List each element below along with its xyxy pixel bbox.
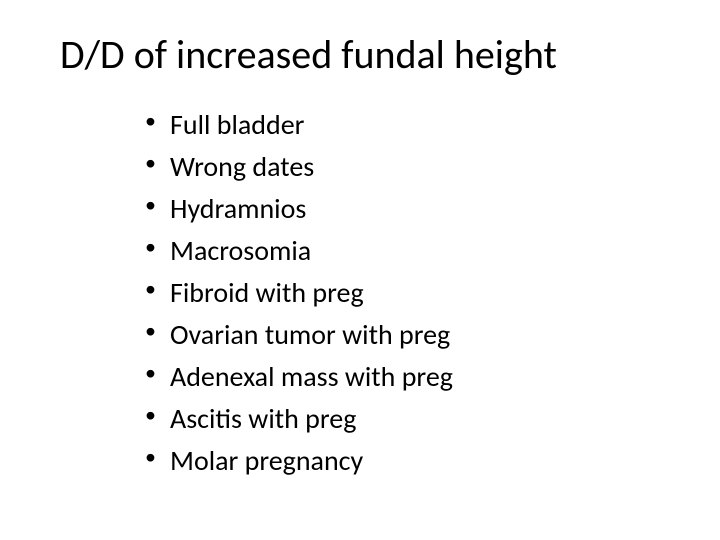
bullet-item: Adenexal mass with preg — [145, 356, 670, 398]
slide-title: D/D of increased fundal height — [50, 30, 670, 79]
bullet-item: Full bladder — [145, 104, 670, 146]
bullet-item: Hydramnios — [145, 188, 670, 230]
bullet-item: Fibroid with preg — [145, 272, 670, 314]
bullet-list: Full bladder Wrong dates Hydramnios Macr… — [50, 104, 670, 482]
bullet-item: Molar pregnancy — [145, 440, 670, 482]
bullet-item: Wrong dates — [145, 146, 670, 188]
bullet-item: Macrosomia — [145, 230, 670, 272]
slide-container: D/D of increased fundal height Full blad… — [0, 0, 720, 540]
bullet-item: Ascitis with preg — [145, 398, 670, 440]
bullet-item: Ovarian tumor with preg — [145, 314, 670, 356]
